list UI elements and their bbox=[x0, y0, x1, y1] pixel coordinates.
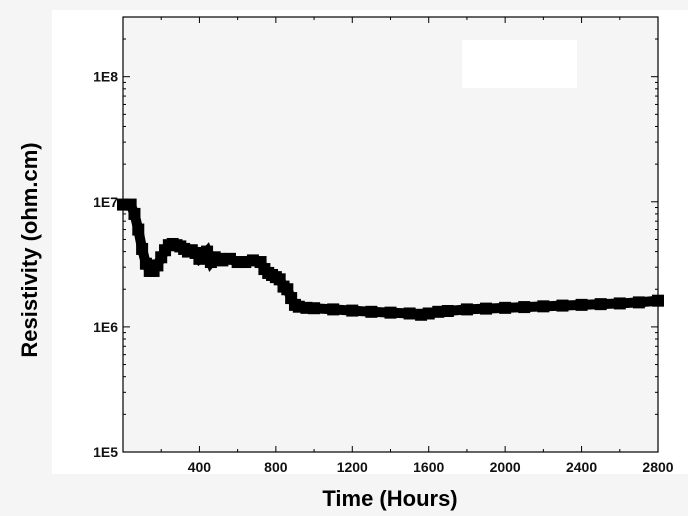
x-tick-label: 2000 bbox=[490, 459, 521, 475]
x-tick-label: 800 bbox=[264, 459, 288, 475]
x-tick-label: 2400 bbox=[566, 459, 597, 475]
data-point bbox=[480, 302, 493, 315]
data-point bbox=[594, 298, 607, 311]
data-point bbox=[254, 256, 267, 269]
data-point bbox=[403, 307, 416, 320]
data-point bbox=[432, 305, 445, 318]
data-point bbox=[308, 302, 321, 315]
data-point bbox=[575, 298, 588, 311]
series-layer bbox=[117, 198, 664, 321]
x-tick-label: 1200 bbox=[337, 459, 368, 475]
data-point bbox=[128, 207, 141, 220]
ticks-layer: 400 800 1200 1600 2000 2400 2800 1E5 1E6 1E7 1E8 bbox=[93, 17, 674, 475]
data-point bbox=[124, 198, 137, 211]
data-point bbox=[136, 242, 149, 255]
x-axis-title: Time (Hours) bbox=[322, 486, 457, 511]
y-tick-label: 1E7 bbox=[93, 194, 118, 210]
x-tick-label: 2800 bbox=[642, 459, 673, 475]
x-tick-label: 400 bbox=[188, 459, 212, 475]
legend-blank-box bbox=[462, 40, 577, 88]
data-point bbox=[346, 304, 359, 317]
data-point bbox=[613, 297, 626, 310]
data-point bbox=[460, 303, 473, 316]
y-tick-label: 1E6 bbox=[93, 319, 118, 335]
data-point bbox=[384, 306, 397, 319]
y-tick-label: 1E5 bbox=[93, 444, 118, 460]
plot-area bbox=[123, 17, 658, 452]
data-point bbox=[132, 223, 145, 236]
data-point bbox=[422, 307, 435, 320]
data-point bbox=[327, 303, 340, 316]
plot-frame bbox=[122, 16, 659, 453]
data-point bbox=[556, 299, 569, 312]
y-tick-label: 1E8 bbox=[93, 69, 118, 85]
data-point bbox=[365, 305, 378, 318]
y-axis-title: Resistivity (ohm.cm) bbox=[17, 142, 42, 357]
data-point bbox=[499, 301, 512, 314]
data-point bbox=[441, 304, 454, 317]
data-point bbox=[537, 300, 550, 313]
data-point bbox=[518, 301, 531, 314]
x-tick-label: 1600 bbox=[413, 459, 444, 475]
data-point bbox=[632, 296, 645, 309]
